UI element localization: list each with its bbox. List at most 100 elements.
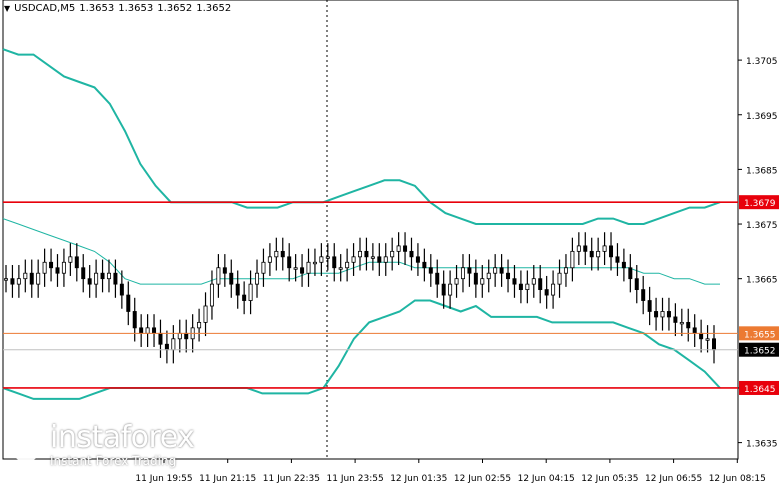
- ohlc-bar: [499, 254, 504, 287]
- y-tick-label: 1.3705: [746, 57, 778, 67]
- bar-body: [287, 256, 292, 269]
- ohlc-bar: [235, 270, 240, 309]
- ohlc-bar: [203, 292, 208, 337]
- ohlc-bar: [132, 297, 137, 342]
- brand-tagline: Instant Forex Trading: [50, 454, 177, 468]
- ohlc-bar: [4, 265, 9, 293]
- ohlc-bar: [634, 265, 639, 304]
- bar-body: [383, 256, 388, 263]
- bar-body: [293, 267, 298, 270]
- symbol-label: USDCAD,M5: [14, 3, 76, 14]
- ohlc-bar: [74, 243, 79, 282]
- bar-body: [679, 321, 684, 325]
- y-tick-label: 1.3685: [746, 166, 778, 176]
- ohlc-bar: [16, 265, 21, 298]
- bar-body: [158, 332, 163, 345]
- bar-body: [576, 245, 581, 252]
- ohlc-bar: [113, 259, 118, 298]
- ohlc-bar: [596, 237, 601, 271]
- bar-body: [589, 250, 594, 258]
- ohlc-bar: [531, 265, 536, 298]
- ohlc-bar: [621, 248, 626, 282]
- y-tick-label: 1.3675: [746, 221, 778, 231]
- bar-body: [119, 283, 124, 296]
- close-value: 1.3652: [196, 3, 232, 14]
- bar-body: [229, 272, 234, 285]
- bar-body: [274, 250, 279, 258]
- bar-body: [338, 267, 343, 270]
- ohlc-bar: [10, 265, 15, 298]
- bar-body: [248, 283, 253, 301]
- ohlc-bar: [319, 243, 324, 276]
- bar-body: [473, 272, 478, 285]
- ohlc-bar: [557, 259, 562, 298]
- bar-body: [621, 261, 626, 269]
- ohlc-bar: [119, 270, 124, 309]
- price-level-tag: [739, 195, 779, 210]
- ohlc-bar: [312, 248, 317, 276]
- bar-body: [551, 283, 556, 296]
- bar-body: [596, 250, 601, 258]
- bollinger-upper-line: [2, 48, 721, 225]
- bar-body: [428, 267, 433, 274]
- ohlc-bar: [267, 243, 272, 276]
- bar-body: [666, 311, 671, 318]
- ohlc-bar: [448, 270, 453, 309]
- bar-body: [712, 338, 717, 351]
- ohlc-bar: [222, 254, 227, 287]
- bar-body: [441, 283, 446, 296]
- ohlc-bar: [300, 254, 305, 287]
- ohlc-bar: [473, 259, 478, 298]
- current-price-label: 1.3652: [744, 347, 776, 357]
- current-price-tag: [739, 342, 779, 357]
- ohlc-bar: [357, 237, 362, 271]
- ohlc-bar: [100, 259, 105, 293]
- bar-body: [563, 267, 568, 274]
- ohlc-bar: [364, 237, 369, 271]
- open-value: 1.3653: [79, 3, 115, 14]
- collapse-triangle-icon[interactable]: ▼: [4, 4, 11, 13]
- bar-body: [699, 332, 704, 340]
- price-level-tag: [739, 326, 779, 341]
- ohlc-bar: [248, 270, 253, 315]
- bar-body: [29, 272, 34, 285]
- bar-body: [36, 272, 41, 285]
- ohlc-bar: [325, 243, 330, 271]
- bar-body: [94, 272, 99, 285]
- bar-body: [538, 278, 543, 291]
- bar-body: [499, 267, 504, 274]
- ohlc-bar: [660, 297, 665, 331]
- bar-body: [261, 261, 266, 274]
- bar-body: [364, 250, 369, 258]
- bar-body: [660, 311, 665, 318]
- ohlc-bar: [29, 259, 34, 298]
- bar-body: [370, 256, 375, 259]
- ohlc-bar: [261, 248, 266, 287]
- ohlc-bar: [673, 303, 678, 337]
- bar-body: [525, 283, 530, 291]
- bar-body: [177, 332, 182, 340]
- ohlc-bar: [49, 248, 54, 282]
- ohlc-bar: [377, 243, 382, 276]
- ohlc-bar: [42, 248, 47, 287]
- bar-body: [23, 272, 28, 280]
- ohlc-bar: [493, 254, 498, 287]
- ohlc-bar: [68, 243, 73, 276]
- ohlc-bar: [351, 243, 356, 276]
- ohlc-bar: [422, 248, 427, 282]
- bar-body: [454, 278, 459, 285]
- ohlc-bar: [396, 232, 401, 266]
- ohlc-bar: [209, 270, 214, 320]
- ohlc-bar: [280, 237, 285, 271]
- bar-body: [609, 245, 614, 258]
- bar-body: [390, 250, 395, 258]
- ohlc-bar: [229, 259, 234, 298]
- ohlc-bar: [332, 243, 337, 282]
- bollinger-middle-line: [2, 218, 720, 285]
- ohlc-bar: [403, 232, 408, 266]
- bar-body: [235, 283, 240, 296]
- bar-body: [345, 261, 350, 269]
- ohlc-bar: [197, 308, 202, 342]
- x-tick-label: 11 Jun 19:55: [135, 474, 192, 484]
